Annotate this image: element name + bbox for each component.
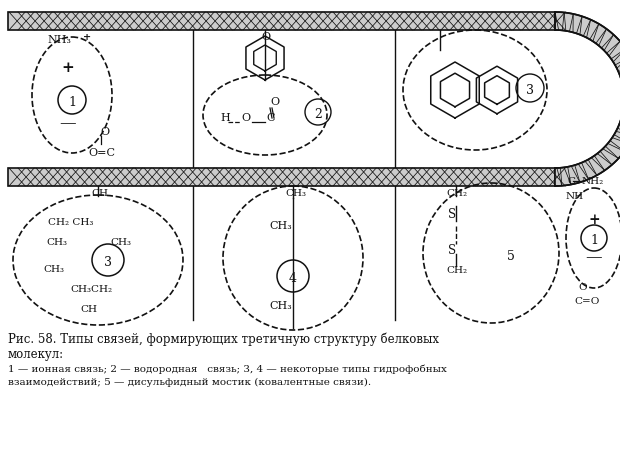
Text: взаимодействий; 5 — дисульфидный мостик (ковалентные связи).: взаимодействий; 5 — дисульфидный мостик … <box>8 378 371 387</box>
Text: CH₂: CH₂ <box>446 266 467 275</box>
Text: CH₃: CH₃ <box>270 301 293 311</box>
Text: NH₃: NH₃ <box>47 35 71 45</box>
Text: CH₂ CH₃: CH₂ CH₃ <box>48 218 94 227</box>
Text: CH₂: CH₂ <box>446 189 467 198</box>
Text: O=C: O=C <box>88 148 115 158</box>
Text: H: H <box>220 113 230 123</box>
Text: C: C <box>567 177 575 186</box>
Text: —: — <box>60 116 76 133</box>
Text: CH₃: CH₃ <box>285 189 306 198</box>
Text: CH₃: CH₃ <box>270 221 293 231</box>
Text: молекул:: молекул: <box>8 348 64 361</box>
Text: —: — <box>586 250 602 266</box>
Text: O: O <box>241 113 250 123</box>
Text: O: O <box>270 97 279 107</box>
Text: CH₃CH₂: CH₃CH₂ <box>70 285 112 294</box>
Text: O: O <box>100 127 109 137</box>
Text: CH₃: CH₃ <box>46 238 67 247</box>
Text: +: + <box>588 213 600 227</box>
Text: +: + <box>83 33 91 42</box>
Text: C: C <box>266 113 275 123</box>
Text: NH: NH <box>566 192 584 201</box>
Polygon shape <box>555 12 620 186</box>
Text: NH₂: NH₂ <box>582 177 604 186</box>
Text: 2: 2 <box>314 108 322 122</box>
Text: CH₃: CH₃ <box>110 238 131 247</box>
Text: 5: 5 <box>507 250 515 262</box>
Text: S: S <box>448 244 456 257</box>
Text: C=O: C=O <box>574 297 600 306</box>
Text: CH: CH <box>80 305 97 314</box>
Text: 3: 3 <box>104 256 112 270</box>
Text: 1: 1 <box>68 96 76 110</box>
Bar <box>8 12 555 30</box>
Bar <box>8 168 555 186</box>
Text: 3: 3 <box>526 85 534 97</box>
Text: +: + <box>61 61 74 75</box>
Text: 1: 1 <box>590 234 598 248</box>
Text: 4: 4 <box>289 272 297 286</box>
Text: CH: CH <box>91 189 108 198</box>
Text: 1 — ионная связь; 2 — водородная   связь; 3, 4 — некоторые типы гидрофобных: 1 — ионная связь; 2 — водородная связь; … <box>8 364 447 373</box>
Text: O: O <box>261 32 270 42</box>
Text: CH₃: CH₃ <box>43 265 64 274</box>
Text: S: S <box>448 208 456 221</box>
Text: Рис. 58. Типы связей, формирующих третичную структуру белковых: Рис. 58. Типы связей, формирующих третич… <box>8 332 439 345</box>
Text: O: O <box>578 283 587 292</box>
